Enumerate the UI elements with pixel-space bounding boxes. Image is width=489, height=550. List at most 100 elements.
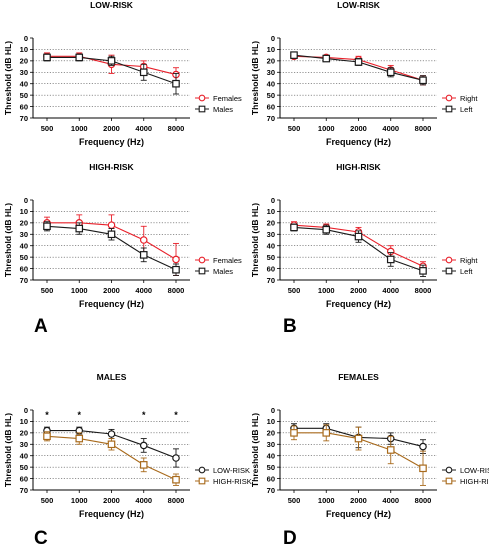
data-point [172,79,180,88]
panel-letters: A B C D [34,316,297,549]
data-point [172,265,180,274]
data-point [354,434,363,443]
legend-label: Right [460,256,478,265]
data-point [419,267,427,275]
data-point [107,430,116,438]
y-tick-label: 50 [20,253,28,262]
series-low-risk [43,426,180,468]
significance-mark: * [77,410,81,420]
y-tick-label: 0 [271,196,275,205]
y-tick-label: 60 [267,102,275,111]
x-tick-label: 8000 [415,286,432,295]
x-tick-label: 2000 [103,286,120,295]
legend-swatch-marker [445,105,453,113]
data-point [139,461,148,469]
panel-1: LOW-RISK 0 10 20 30 40 50 60 70 500 1000 2000 4000 80… [3,0,242,147]
legend-swatch-marker [445,94,453,102]
y-tick-label: 20 [20,429,28,438]
series-females [43,214,180,276]
legend-swatch-marker [198,105,206,113]
y-tick-label: 10 [267,207,275,216]
x-axis-label: Frequency (Hz) [79,509,144,519]
significance-mark: * [45,410,49,420]
y-tick-label: 60 [267,474,275,483]
y-tick-label: 0 [24,34,28,43]
chart-title: LOW-RISK [337,0,381,10]
legend-label: Left [460,105,473,114]
y-tick-label: 40 [267,80,275,89]
data-point [419,76,427,85]
legend-label: HIGH-RISK [213,477,252,486]
chart-title: MALES [97,372,127,382]
data-point [322,429,331,437]
data-point [75,53,84,62]
x-tick-label: 8000 [168,124,185,133]
legend-label: Females [213,94,242,103]
data-point [75,224,84,233]
legend-label: Females [213,256,242,265]
significance-mark: * [174,410,178,420]
data-point [43,432,51,441]
y-axis-label: Threshold (dB HL) [250,413,260,487]
data-point [139,441,148,450]
y-tick-label: 50 [267,253,275,262]
y-tick-label: 40 [267,242,275,251]
data-point [139,251,148,259]
legend-swatch-marker [445,477,453,485]
x-tick-label: 500 [41,124,54,133]
x-tick-label: 8000 [168,496,185,505]
panel-3: HIGH-RISK 0 10 20 30 40 50 60 70 500 1000 2000 4000 8… [3,162,242,309]
chart-title: HIGH-RISK [89,162,134,172]
series-left [290,223,427,278]
y-tick-label: 70 [267,114,275,123]
x-tick-label: 2000 [350,496,367,505]
y-axis-label: Threshold (dB HL) [250,203,260,277]
data-point [107,440,116,449]
y-axis-label: Threshold (dB HL) [3,203,13,277]
y-tick-label: 40 [20,242,28,251]
data-point [172,255,180,264]
x-tick-label: 4000 [135,124,152,133]
y-tick-label: 30 [20,230,28,239]
y-tick-label: 0 [271,34,275,43]
data-point [139,236,148,244]
panel-2: LOW-RISK 0 10 20 30 40 50 60 70 500 1000 2000 4000 80… [250,0,478,147]
x-tick-label: 500 [288,496,301,505]
legend-label: Right [460,94,478,103]
data-point [354,58,363,66]
legend-label: HIGH-RISK [460,477,489,486]
data-point [107,230,116,239]
x-tick-label: 2000 [103,496,120,505]
y-tick-label: 30 [267,440,275,449]
x-tick-label: 1000 [71,286,88,295]
legend-swatch-marker [198,256,206,264]
y-tick-label: 60 [20,102,28,111]
x-tick-label: 500 [288,286,301,295]
data-point [386,68,395,77]
y-tick-label: 60 [20,264,28,273]
data-point [290,51,298,59]
data-point [172,475,180,484]
y-tick-label: 40 [20,452,28,461]
chart-title: FEMALES [338,372,379,382]
y-tick-label: 50 [20,463,28,472]
y-tick-label: 10 [20,45,28,54]
x-tick-label: 500 [41,496,54,505]
x-tick-label: 4000 [382,286,399,295]
x-tick-label: 2000 [350,124,367,133]
panel-letter-c: C [34,528,48,549]
y-tick-label: 50 [267,463,275,472]
panel-letter-d: D [283,528,297,549]
data-point [43,53,51,62]
x-tick-label: 2000 [103,124,120,133]
series-left [290,51,427,86]
y-tick-label: 30 [267,230,275,239]
data-point [43,222,51,231]
legend-swatch-marker [198,94,206,102]
data-point [172,454,180,462]
y-tick-label: 70 [267,276,275,285]
data-point [107,221,116,229]
panel-5: MALES 0 10 20 30 40 50 60 70 500 1000 2000 4000 8000 F… [3,372,252,519]
